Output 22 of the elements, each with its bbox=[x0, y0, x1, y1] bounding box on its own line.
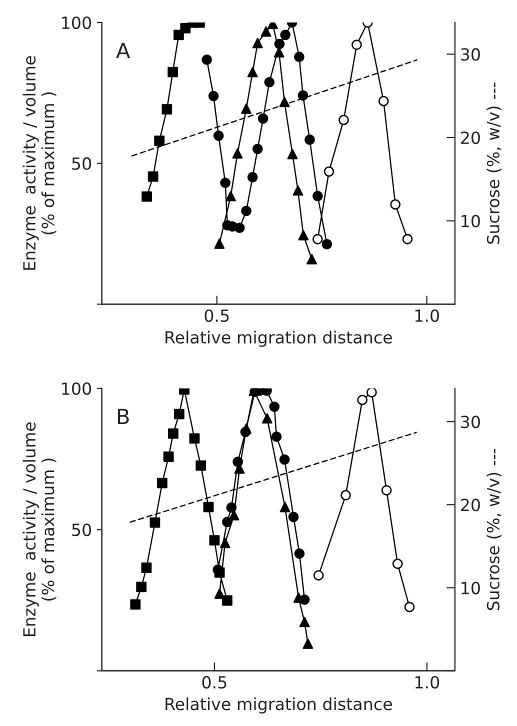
y2-tick-label: 10 bbox=[462, 582, 480, 594]
y-tick-label: 50 bbox=[72, 157, 92, 170]
y-axis-title: Enzyme activity / volume (% of maximum ) bbox=[22, 56, 56, 270]
y2-axis-title: Sucrose (%, w/v) --- bbox=[486, 82, 502, 244]
annotation: B bbox=[118, 408, 129, 424]
y2-tick-label: 20 bbox=[461, 498, 480, 512]
y-tick-label: 100 bbox=[62, 382, 92, 395]
y2-axis-title: Sucrose (%, w/v) --- bbox=[486, 448, 502, 610]
x-tick-label: 1.0 bbox=[415, 309, 439, 322]
x-axis-title: Relative migration distance bbox=[166, 330, 392, 347]
y2-tick-label: 30 bbox=[461, 48, 480, 61]
y2-tick-label: 10 bbox=[462, 214, 480, 228]
y-tick-label: 50 bbox=[72, 524, 92, 536]
x-tick-label: 0.5 bbox=[202, 676, 226, 689]
x-tick-label: 0.5 bbox=[204, 309, 229, 322]
y-axis-title: Enzyme activity / volume (% of maximum ) bbox=[22, 422, 56, 636]
annotation: A bbox=[116, 42, 130, 58]
x-tick-label: 1.0 bbox=[415, 676, 440, 689]
y2-tick-label: 20 bbox=[461, 131, 480, 144]
y-tick-label: 100 bbox=[62, 16, 92, 30]
x-axis-title: Relative migration distance bbox=[166, 697, 392, 714]
y2-tick-label: 30 bbox=[461, 416, 480, 428]
